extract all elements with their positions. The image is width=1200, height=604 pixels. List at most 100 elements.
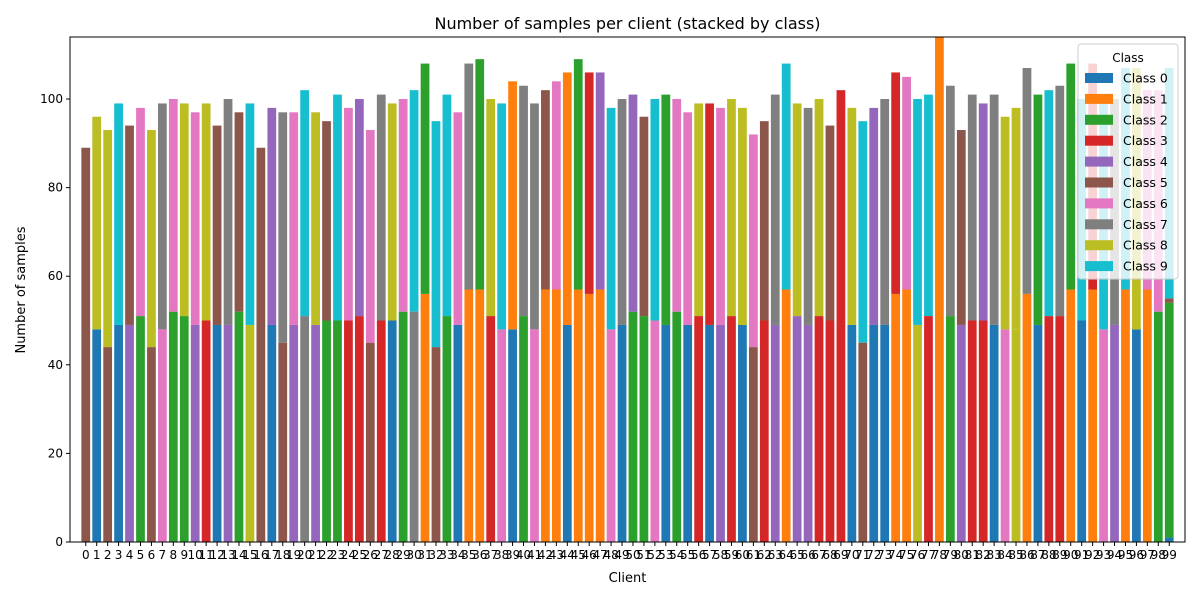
bar-segment [727,99,736,317]
bar-segment [267,107,277,325]
x-tick-label: 81 [965,548,980,562]
bar-segment [748,347,758,542]
x-tick-label: 77 [921,548,936,562]
legend-swatch [1085,93,1113,104]
bar-segment [201,320,211,542]
bar-segment [781,63,791,290]
x-tick-label: 61 [746,548,761,562]
bar-segment [365,342,375,542]
x-tick-label: 25 [352,548,367,562]
bar-segment [847,107,857,325]
bar-segment [322,320,331,542]
bar-segment [573,289,583,542]
bar-segment [333,320,342,542]
chart-title: Number of samples per client (stacked by… [434,14,820,33]
x-tick-label: 12 [209,548,224,562]
y-tick-label: 0 [55,535,63,549]
bar-segment [1153,311,1163,542]
bar-segment [190,112,200,325]
bar-segment [935,37,944,542]
bar-segment [300,90,310,317]
bar-segment [705,103,714,325]
x-tick-label: 4 [126,548,134,562]
x-tick-label: 90 [1063,548,1078,562]
plot-frame [69,36,1186,543]
bar-segment [869,107,879,325]
x-tick-label: 32 [428,548,443,562]
bar-segment [300,316,310,542]
x-tick-label: 63 [768,548,783,562]
x-tick-label: 67 [811,548,826,562]
bar-segment [147,347,156,542]
legend-swatch [1085,198,1113,209]
bar-segment [694,316,704,542]
x-tick-label: 73 [877,548,892,562]
bar-segment [978,320,988,542]
x-tick-label: 55 [680,548,695,562]
bar-segment [147,130,156,348]
y-tick-label: 60 [48,269,63,283]
bar-segment [1000,116,1010,330]
bar-segment [639,116,649,317]
bar-segment [322,121,331,321]
x-tick-label: 75 [899,548,914,562]
bar-segment [333,94,342,321]
x-tick-label: 93 [1096,548,1111,562]
x-tick-label: 11 [199,548,214,562]
bar-segment [354,316,364,542]
x-tick-label: 48 [603,548,618,562]
bar-segment [606,107,616,330]
bar-segment [759,320,769,542]
bar-segment [311,112,320,325]
bar-segment [508,81,517,330]
bar-segment [683,324,693,542]
bar-segment [891,72,901,294]
legend-entry-label: Class 7 [1123,217,1168,232]
bar-segment [1164,537,1174,542]
x-tick-label: 50 [625,548,640,562]
bar-segment [387,320,397,542]
bar-segment [891,293,901,542]
bar-segment [1055,316,1065,542]
bar-segment [136,107,145,317]
bar-segment [705,324,714,542]
bar-segment [551,81,561,290]
x-tick-label: 19 [286,548,301,562]
x-tick-label: 18 [275,548,290,562]
bar-segment [1110,324,1119,542]
bar-segment [584,72,594,294]
y-axis-label: Number of samples [14,226,29,353]
bar-segment [376,320,386,542]
bar-segment [103,347,113,542]
bar-segment [716,324,725,542]
bar-segment [453,112,463,325]
x-tick-label: 58 [713,548,728,562]
bar-segment [650,99,660,321]
legend-swatch [1085,219,1113,230]
x-tick-label: 98 [1151,548,1166,562]
x-tick-label: 79 [943,548,958,562]
bar-segment [245,103,255,325]
bar-segment [245,324,255,542]
bar-segment [683,112,693,325]
x-tick-label: 17 [264,548,279,562]
bar-segment [420,293,430,542]
x-tick-label: 5 [137,548,145,562]
legend-swatch [1085,240,1113,251]
bar-segment [814,316,824,542]
x-tick-label: 52 [647,548,662,562]
bar-segment [278,112,288,343]
x-tick-label: 94 [1107,548,1122,562]
bar-segment [278,342,288,542]
bar-segment [344,320,353,542]
bar-segment [168,99,178,312]
legend-title: Class [1112,51,1144,65]
x-tick-label: 8 [169,548,177,562]
bar-segment [114,103,123,325]
x-tick-label: 86 [1019,548,1034,562]
x-tick-label: 29 [396,548,411,562]
bar-segment [672,99,682,312]
x-tick-label: 51 [636,548,651,562]
bar-segment [989,324,999,542]
